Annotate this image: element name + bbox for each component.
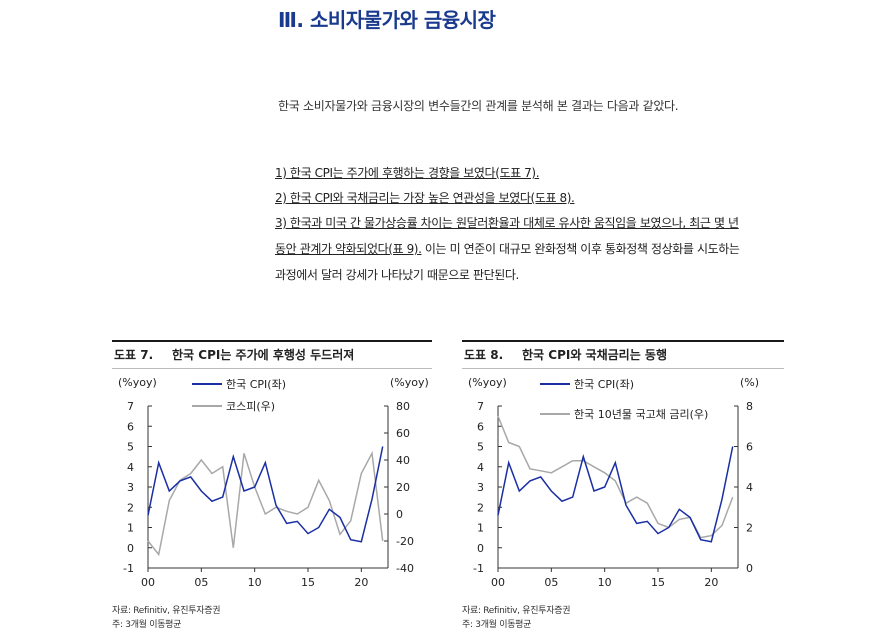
x-tick-label: 05: [194, 576, 208, 589]
right-tick-label: 0: [396, 508, 403, 521]
x-tick-label: 10: [598, 576, 612, 589]
left-axis-unit: (%yoy): [468, 376, 507, 389]
x-tick-label: 20: [354, 576, 368, 589]
figure-7-header: 도표 7. 한국 CPI는 주가에 후행성 두드러져: [112, 340, 432, 369]
finding-3-underlined-end: 동안 관계가 약화되었다(표 9).: [275, 242, 422, 256]
cpi-line: [497, 446, 734, 543]
finding-3-line-2: 동안 관계가 약화되었다(표 9). 이는 미 연준이 대규모 완화정책 이후 …: [275, 240, 740, 257]
right-tick-label: 40: [396, 454, 410, 467]
left-tick-label: 0: [477, 542, 484, 555]
finding-3-line-3: 과정에서 달러 강세가 나타났기 때문으로 판단된다.: [275, 268, 519, 282]
left-tick-label: 3: [127, 481, 134, 494]
figure-7-number: 도표 7.: [114, 348, 154, 362]
figure-8-header: 도표 8. 한국 CPI와 국채금리는 동행: [462, 340, 784, 369]
figure-8-number: 도표 8.: [464, 348, 504, 362]
right-tick-label: 20: [396, 481, 410, 494]
right-axis-unit: (%yoy): [390, 376, 429, 389]
figure-7-chart: (%yoy) (%yoy) -1 0 1 2 3 4 5 6 7 -40 -20 0 20 40 60 80 00 0…: [118, 376, 429, 589]
x-tick-label: 10: [248, 576, 262, 589]
left-tick-label: 7: [477, 400, 484, 413]
left-tick-label: 2: [477, 501, 484, 514]
left-tick-label: 2: [127, 501, 134, 514]
legend-cpi-label: 한국 CPI(좌): [574, 378, 634, 391]
right-tick-label: -40: [396, 562, 414, 575]
legend-cpi-label: 한국 CPI(좌): [226, 378, 286, 391]
left-tick-label: 6: [127, 420, 134, 433]
figure-8-note: 주: 3개월 이동평균: [462, 620, 532, 630]
secondary-line: [147, 450, 384, 557]
left-axis-unit: (%yoy): [118, 376, 157, 389]
left-tick-label: 7: [127, 400, 134, 413]
right-tick-label: 2: [746, 522, 753, 535]
left-tick-label: 4: [127, 461, 134, 474]
left-tick-label: 1: [127, 522, 134, 535]
intro-paragraph: 한국 소비자물가와 금융시장의 변수들간의 관계를 분석해 본 결과는 다음과 …: [278, 99, 679, 113]
figure-8-chart: (%yoy) (%) -1 0 1 2 3 4 5 6 7 0 2 4 6 8 00 05 10 15 20 한국 CPI…: [468, 376, 759, 589]
figure-7-source: 자료: Refinitiv, 유진투자증권: [112, 606, 221, 616]
left-tick-label: -1: [123, 562, 134, 575]
section-title: Ⅲ. 소비자물가와 금융시장: [278, 8, 496, 32]
x-tick-label: 15: [651, 576, 665, 589]
finding-3: 3) 한국과 미국 간 물가상승률 차이는 원달러환율과 대체로 유사한 움직임…: [275, 214, 739, 231]
right-tick-label: 80: [396, 400, 410, 413]
left-tick-label: -1: [473, 562, 484, 575]
left-tick-label: 1: [477, 522, 484, 535]
finding-2: 2) 한국 CPI와 국채금리는 가장 높은 연관성을 보였다(도표 8).: [275, 189, 575, 206]
left-tick-label: 4: [477, 461, 484, 474]
left-tick-label: 3: [477, 481, 484, 494]
right-tick-label: 6: [746, 441, 753, 454]
finding-3-continuation: 이는 미 연준이 대규모 완화정책 이후 통화정책 정상화를 시도하는: [421, 242, 740, 256]
x-tick-label: 00: [141, 576, 155, 589]
finding-1-text: 1) 한국 CPI는 주가에 후행하는 경향을 보였다(도표 7).: [275, 166, 540, 180]
finding-3-text: 3) 한국과 미국 간 물가상승률 차이는 원달러환율과 대체로 유사한 움직임…: [275, 216, 739, 230]
finding-1: 1) 한국 CPI는 주가에 후행하는 경향을 보였다(도표 7).: [275, 164, 540, 181]
finding-2-text: 2) 한국 CPI와 국채금리는 가장 높은 연관성을 보였다(도표 8).: [275, 191, 575, 205]
right-tick-label: 60: [396, 427, 410, 440]
x-tick-label: 20: [704, 576, 718, 589]
figure-8-source: 자료: Refinitiv, 유진투자증권: [462, 606, 571, 616]
right-tick-label: 8: [746, 400, 753, 413]
left-tick-label: 5: [477, 441, 484, 454]
left-tick-label: 6: [477, 420, 484, 433]
right-axis-unit: (%): [740, 376, 759, 389]
legend-secondary-label: 코스피(우): [226, 400, 275, 413]
x-tick-label: 00: [491, 576, 505, 589]
secondary-line: [497, 415, 734, 539]
left-tick-label: 0: [127, 542, 134, 555]
figure-7-note: 주: 3개월 이동평균: [112, 620, 182, 630]
right-tick-label: 4: [746, 481, 753, 494]
figure-7-title: 한국 CPI는 주가에 후행성 두드러져: [172, 348, 355, 362]
cpi-line: [147, 446, 384, 543]
figure-8-title: 한국 CPI와 국채금리는 동행: [522, 348, 668, 362]
left-tick-label: 5: [127, 441, 134, 454]
legend-secondary-label: 한국 10년물 국고채 금리(우): [574, 408, 708, 421]
right-tick-label: -20: [396, 535, 414, 548]
x-tick-label: 05: [544, 576, 558, 589]
x-tick-label: 15: [301, 576, 315, 589]
right-tick-label: 0: [746, 562, 753, 575]
